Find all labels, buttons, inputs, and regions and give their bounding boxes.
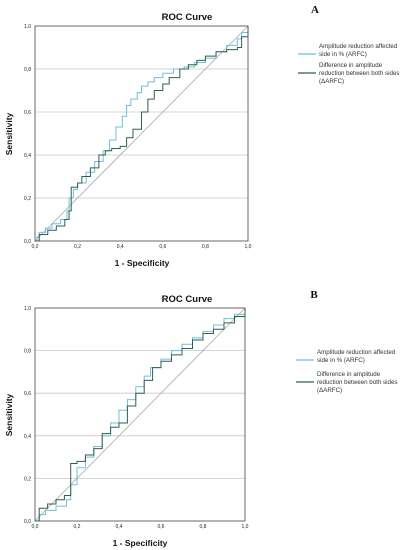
y-tick-label-b-0: 0,0	[24, 519, 31, 525]
legend-line-a-0-1: side in % (ARFC)	[319, 51, 367, 58]
chart-title-a: ROC Curve	[162, 12, 213, 23]
y-tick-labels-b: 0,0 0,2 0,4 0,6 0,8 1,0	[24, 306, 31, 525]
x-tick-label-a-2: 0,4	[117, 244, 124, 250]
line-delta-arfc-a	[35, 26, 249, 242]
plot-frame-a	[34, 25, 249, 242]
x-tick-label-a-5: 1,0	[245, 244, 252, 250]
x-axis-label-b: 1 - Specificity	[113, 538, 168, 548]
legend-line-b-0-1: side in % (ARFC)	[317, 357, 365, 364]
x-tick-label-b-5: 1,0	[242, 524, 249, 530]
x-tick-label-b-0: 0,0	[32, 524, 39, 530]
legend-b: Amplitude reduction affected side in % (…	[296, 349, 399, 394]
x-tick-label-b-2: 0,4	[116, 524, 123, 530]
legend-line-a-1-1: reduction between both sides	[319, 70, 400, 77]
x-tick-labels-a: 0,0 0,2 0,4 0,6 0,8 1,0	[32, 244, 252, 250]
y-tick-label-a-4: 0,8	[24, 67, 31, 73]
legend-label-a-0: Amplitude reduction affected side in % (…	[319, 43, 399, 58]
y-tick-label-a-0: 0,0	[24, 239, 31, 245]
legend-line-b-1-1: reduction between both sides	[317, 379, 398, 386]
legend-label-b-0: Amplitude reduction affected side in % (…	[317, 349, 397, 364]
chart-panel-b: ROC Curve B 0,0 0,2 0,4 0,6 0,8 1,0 0,0 0,2 0,4…	[4, 289, 399, 548]
chart-panel-a: ROC Curve A 0,0 0,2 0,4 0,6 0,8 1,0 0,0 0,2 0,4…	[4, 4, 401, 268]
x-tick-label-b-1: 0,2	[74, 524, 81, 530]
y-tick-label-b-2: 0,4	[24, 434, 31, 440]
y-tick-label-b-1: 0,2	[24, 476, 31, 482]
y-tick-label-a-5: 1,0	[24, 24, 31, 30]
reference-diagonal-b	[34, 307, 246, 522]
x-tick-label-a-3: 0,6	[159, 244, 166, 250]
y-tick-label-a-1: 0,2	[24, 196, 31, 202]
y-tick-label-b-3: 0,6	[24, 391, 31, 397]
x-tick-labels-b: 0,0 0,2 0,4 0,6 0,8 1,0	[32, 524, 249, 530]
legend-a: Amplitude reduction affected side in % (…	[298, 43, 401, 85]
panel-letter-a: A	[311, 4, 319, 16]
x-tick-label-a-0: 0,0	[32, 244, 39, 250]
y-tick-label-b-5: 1,0	[24, 306, 31, 312]
y-tick-label-a-2: 0,4	[24, 153, 31, 159]
y-tick-label-a-3: 0,6	[24, 110, 31, 116]
y-axis-label-a: Sensitivity	[4, 112, 14, 155]
y-tick-label-b-4: 0,8	[24, 349, 31, 355]
legend-line-a-0-0: Amplitude reduction affected	[319, 43, 398, 50]
line-arfc-b	[35, 308, 246, 522]
legend-label-b-1: Difference in amplitude reduction betwee…	[317, 371, 399, 394]
y-tick-labels-a: 0,0 0,2 0,4 0,6 0,8 1,0	[24, 24, 31, 245]
x-tick-label-b-4: 0,8	[200, 524, 207, 530]
x-tick-label-a-1: 0,2	[74, 244, 81, 250]
y-axis-label-b: Sensitivity	[4, 393, 14, 436]
panel-letter-b: B	[310, 289, 318, 301]
legend-label-a-1: Difference in amplitude reduction betwee…	[319, 62, 401, 85]
line-delta-arfc-b	[35, 308, 246, 522]
legend-line-a-1-0: Difference in amplitude	[319, 62, 383, 69]
chart-title-b: ROC Curve	[162, 294, 213, 305]
legend-line-b-0-0: Amplitude reduction affected	[317, 349, 396, 356]
reference-diagonal-a	[34, 25, 249, 242]
x-tick-label-a-4: 0,8	[202, 244, 209, 250]
plot-frame-b	[34, 307, 246, 522]
x-tick-label-b-3: 0,6	[158, 524, 165, 530]
legend-line-b-1-2: (ΔARFC)	[317, 387, 342, 394]
legend-line-b-1-0: Difference in amplitude	[317, 371, 381, 378]
roc-series-a	[35, 26, 249, 242]
roc-series-b	[35, 308, 246, 522]
x-axis-label-a: 1 - Specificity	[115, 258, 170, 268]
legend-line-a-1-2: (ΔARFC)	[319, 78, 344, 85]
